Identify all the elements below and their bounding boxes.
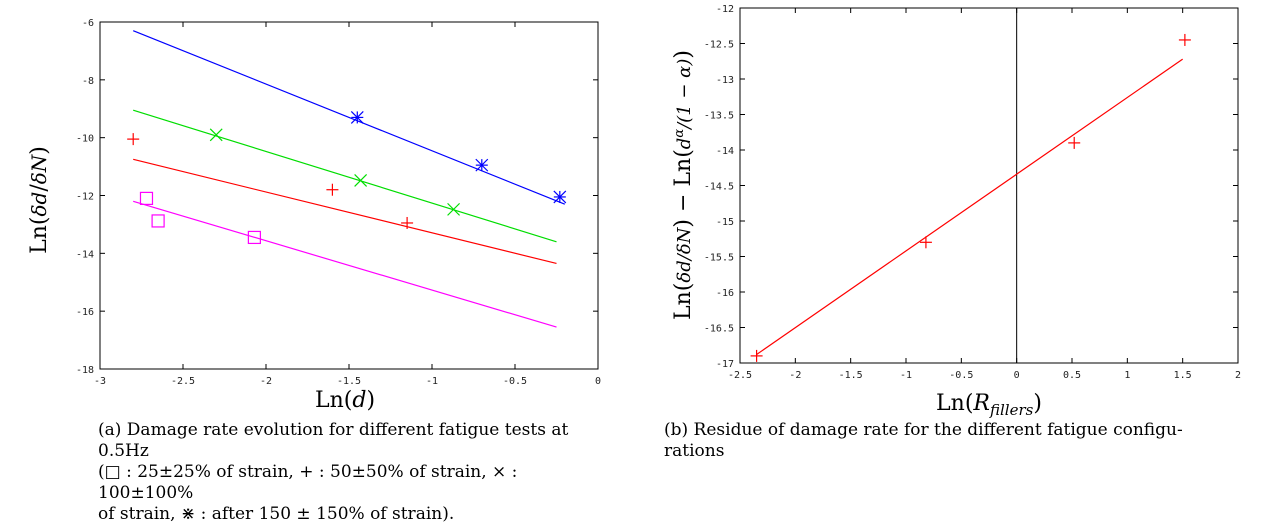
b-xtick-label: -0.5 [949,370,973,381]
a-point-plus [326,183,339,196]
b-ytick-label: -14.5 [704,182,734,193]
b-ytick-label: -12 [716,4,734,15]
b-xtick-label: -2.5 [728,370,752,381]
b-ytick-label: -17 [716,359,734,370]
a-fit-line-3 [132,30,566,205]
a-xtick-label: -1.5 [337,376,361,387]
b-xtick-label: -2 [789,370,801,381]
a-point-cross [354,174,368,187]
b-ytick-label: -14 [716,146,734,157]
chart-a: -3 -2.5 -2 -1.5 -1 -0.5 0 -18 -16 -14 -12 -10 -8 -6 L… [27,18,601,413]
chart-a-ylabel: Ln(δd/δN) [27,146,52,254]
b-ytick-label: -15.5 [704,253,734,264]
a-xtick-label: 0 [595,376,601,387]
chart-b-ylabel: Ln(δd/δN) − Ln(dα/(1 − α)) [671,50,696,320]
b-ytick-label: -13 [716,75,734,86]
a-ytick-label: -18 [76,365,94,376]
b-xtick-label: 2 [1235,370,1241,381]
chart-b-frame [739,7,1239,364]
chart-b: -2.5 -2 -1.5 -1 -0.5 0 0.5 1 1.5 2 -17 -16.5 -16 -15.… [671,4,1241,419]
a-point-cross [209,128,223,142]
b-xtick-label: -1.5 [839,370,863,381]
a-ytick-label: -16 [76,307,94,318]
a-point-square [247,230,261,245]
a-xtick-label: -0.5 [503,376,527,387]
a-ytick-label: -8 [82,76,94,87]
a-xtick-label: -2 [260,376,272,387]
caption-a-line-1: (a) Damage rate evolution for different … [98,420,569,461]
b-xtick-label: 1 [1124,370,1130,381]
b-xtick-label: 0.5 [1063,370,1081,381]
b-xtick-label: 0 [1014,370,1020,381]
a-fit-line-1 [133,158,557,265]
b-point-plus [750,349,763,362]
a-point-star [350,111,364,124]
b-ytick-label: -15 [716,217,734,228]
a-xtick-label: -1 [426,376,438,387]
chart-a-xlabel: Ln(d) [315,388,375,413]
caption-a: (a) Damage rate evolution for different … [98,420,618,525]
a-point-star [553,190,567,204]
a-point-square [151,214,165,228]
a-point-plus [127,133,140,146]
a-ytick-label: -6 [82,18,94,29]
a-fit-line-2 [133,109,557,243]
b-xtick-label: -1 [900,370,912,381]
a-xtick-label: -2.5 [171,376,195,387]
a-point-plus [401,216,414,229]
a-point-star [475,158,489,172]
b-point-plus [1178,33,1191,46]
b-xtick-label: 1.5 [1174,370,1192,381]
chart-b-xlabel: Ln(Rfillers) [936,391,1042,419]
b-ytick-label: -12.5 [704,40,734,51]
caption-b-line-1: (b) Residue of damage rate for the diffe… [664,420,1183,440]
a-ytick-label: -10 [76,134,94,145]
a-ytick-label: -14 [76,249,94,260]
svg-text:Ln(δd/δN) − Ln(dα/(1 − α)): Ln(δd/δN) − Ln(dα/(1 − α)) [671,50,696,320]
a-fit-line-0 [133,200,557,328]
b-fit-line-0 [756,58,1184,355]
a-ytick-label: -12 [76,192,94,203]
b-ytick-label: -13.5 [704,111,734,122]
b-ytick-label: -16 [716,288,734,299]
caption-a-line-3: of strain, ⋇ : after 150 ± 150% of strai… [98,504,455,524]
a-point-square [139,191,154,205]
caption-a-line-2: (□ : 25±25% of strain, + : 50±50% of str… [98,462,518,503]
caption-b-line-2: rations [664,441,725,461]
a-point-cross [447,202,461,216]
b-ytick-label: -16.5 [704,324,734,335]
a-xtick-label: -3 [94,376,106,387]
b-point-plus [1068,136,1081,149]
b-point-plus [919,236,932,249]
svg-text:Ln(δd/δN): Ln(δd/δN) [27,146,52,254]
caption-b: (b) Residue of damage rate for the diffe… [664,420,1234,462]
